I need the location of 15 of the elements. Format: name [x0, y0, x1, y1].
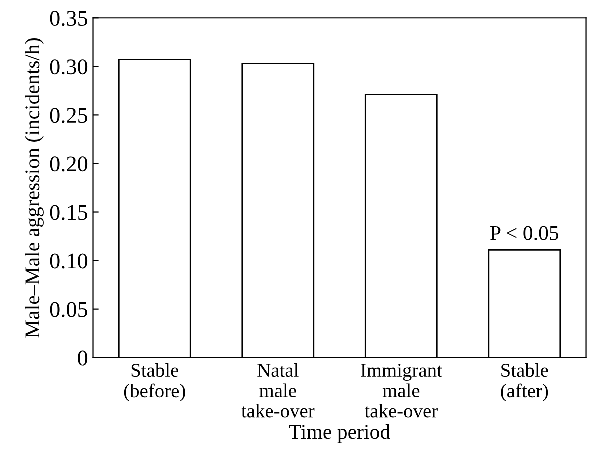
y-tick-label: 0.15 [50, 205, 88, 220]
y-axis-title: Male–Male aggression (incidents/h) [25, 38, 44, 338]
y-tick-label: 0.25 [50, 108, 88, 124]
x-tick-label: Natal male take-over [242, 363, 315, 418]
x-tick-label: Stable (before) [124, 363, 186, 402]
y-tick-label: 0.05 [50, 302, 88, 318]
x-tick-label: Immigrant male take-over [361, 364, 442, 418]
x-tick-label: Stable (after) [501, 363, 548, 402]
y-tick-label: 0.10 [50, 254, 88, 269]
y-tick-label: 0.30 [50, 60, 88, 75]
x-axis-title: Time period [289, 424, 390, 444]
y-tick-label: 0 [78, 350, 88, 366]
annotation: P < 0.05 [490, 226, 559, 240]
y-tick-label: 0.20 [50, 156, 88, 172]
y-tick-label: 0.35 [50, 11, 88, 26]
